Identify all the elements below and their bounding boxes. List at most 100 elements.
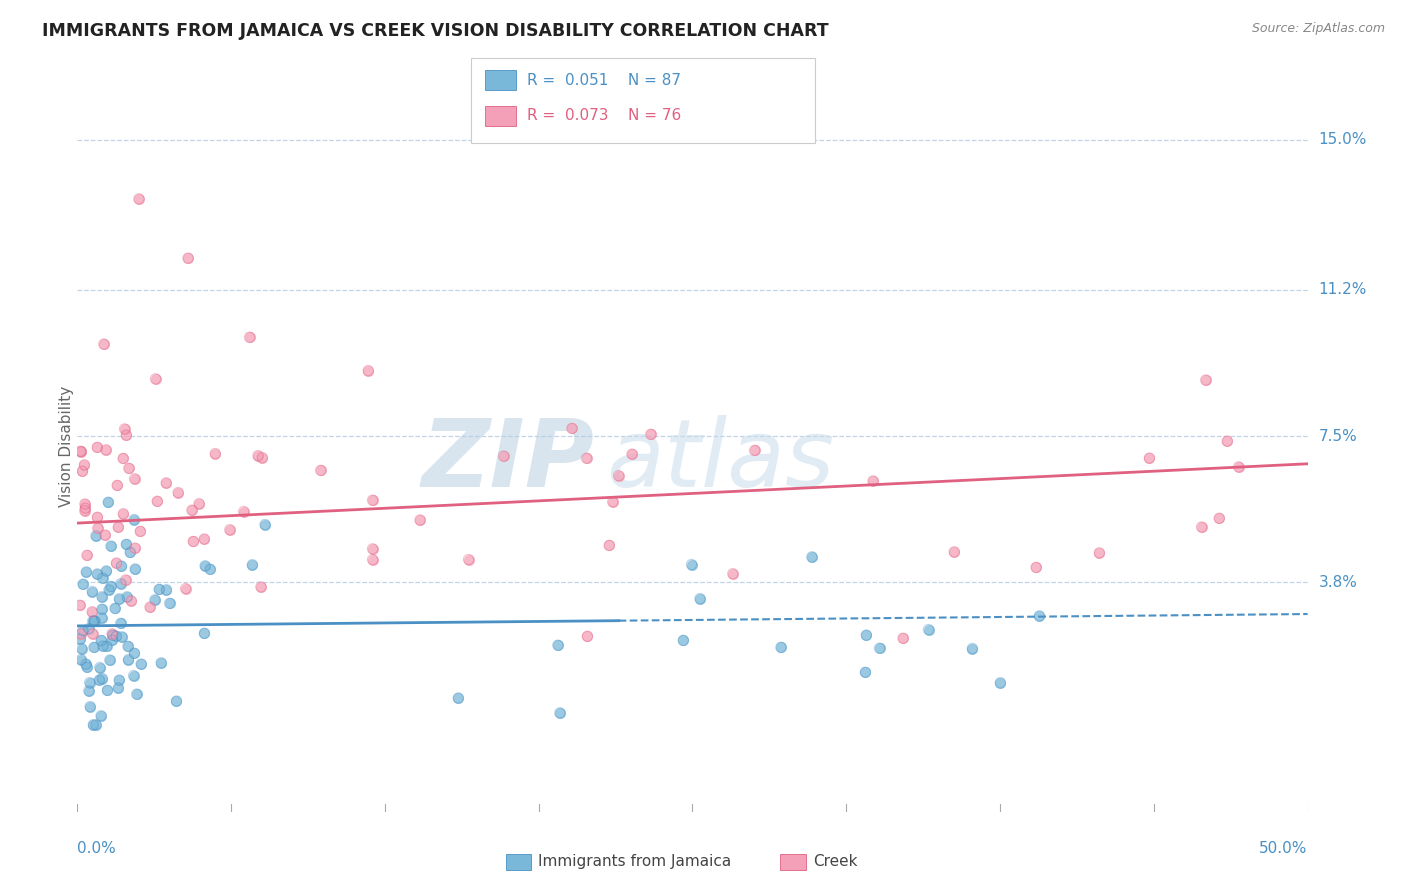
Point	[105, 629, 128, 643]
Point	[97, 495, 120, 509]
Point	[129, 657, 152, 671]
Point	[547, 638, 569, 652]
Point	[100, 539, 122, 553]
Point	[76, 549, 98, 563]
Point	[252, 450, 274, 465]
Point	[70, 652, 93, 666]
Point	[240, 558, 263, 572]
Point	[621, 447, 644, 461]
Text: R =  0.073    N = 76: R = 0.073 N = 76	[527, 109, 682, 123]
Point	[91, 639, 114, 653]
Point	[75, 501, 97, 516]
Text: atlas: atlas	[606, 415, 835, 506]
Point	[1088, 546, 1111, 560]
Point	[90, 611, 112, 625]
Point	[75, 657, 97, 672]
Point	[77, 684, 100, 698]
Point	[598, 538, 620, 552]
Point	[607, 468, 630, 483]
Point	[69, 599, 91, 613]
Point	[82, 717, 104, 731]
Point	[598, 538, 620, 552]
Text: IMMIGRANTS FROM JAMAICA VS CREEK VISION DISABILITY CORRELATION CHART: IMMIGRANTS FROM JAMAICA VS CREEK VISION …	[42, 22, 828, 40]
Point	[672, 633, 695, 648]
Point	[90, 602, 112, 616]
Point	[1195, 373, 1218, 387]
Point	[457, 552, 479, 566]
Point	[101, 627, 124, 641]
Point	[146, 494, 169, 508]
Text: 0.0%: 0.0%	[77, 841, 117, 856]
Point	[174, 582, 197, 596]
Point	[96, 564, 118, 578]
Point	[1216, 434, 1239, 449]
Point	[1227, 459, 1250, 474]
Point	[869, 641, 891, 656]
Point	[70, 445, 93, 459]
Point	[75, 565, 97, 579]
Text: 3.8%: 3.8%	[1319, 575, 1358, 590]
Point	[90, 708, 112, 723]
Point	[97, 582, 120, 597]
Point	[96, 640, 118, 654]
Point	[602, 494, 624, 508]
Point	[87, 521, 110, 535]
Point	[72, 624, 94, 638]
Point	[721, 566, 744, 581]
Point	[561, 421, 583, 435]
Point	[155, 582, 177, 597]
Point	[250, 580, 273, 594]
Point	[891, 632, 914, 646]
Point	[194, 558, 217, 573]
Point	[561, 421, 583, 435]
Point	[361, 493, 384, 508]
Point	[94, 528, 117, 542]
Point	[188, 497, 211, 511]
Point	[124, 541, 146, 555]
Point	[253, 517, 276, 532]
Point	[83, 640, 105, 655]
Point	[218, 523, 240, 537]
Point	[1208, 511, 1230, 525]
Point	[101, 633, 124, 648]
Point	[94, 442, 117, 457]
Point	[96, 640, 118, 654]
Point	[112, 451, 135, 466]
Point	[90, 708, 112, 723]
Point	[112, 507, 135, 521]
Point	[75, 657, 97, 672]
Point	[82, 605, 104, 619]
Point	[891, 632, 914, 646]
Point	[115, 428, 138, 442]
Point	[86, 510, 108, 524]
Point	[357, 363, 380, 377]
Point	[681, 558, 703, 572]
Point	[83, 615, 105, 629]
Point	[90, 611, 112, 625]
Text: R =  0.051    N = 87: R = 0.051 N = 87	[527, 73, 682, 87]
Point	[76, 660, 98, 674]
Point	[120, 545, 142, 559]
Point	[70, 641, 93, 656]
Point	[114, 422, 136, 436]
Point	[75, 501, 97, 516]
Point	[117, 652, 139, 666]
Point	[101, 628, 124, 642]
Point	[239, 330, 262, 344]
Point	[409, 513, 432, 527]
Point	[84, 529, 107, 543]
Point	[117, 640, 139, 654]
Point	[82, 627, 104, 641]
Point	[128, 192, 150, 206]
Point	[1191, 520, 1213, 534]
Point	[180, 503, 202, 517]
Point	[800, 549, 823, 564]
Point	[943, 545, 966, 559]
Point	[166, 694, 188, 708]
Point	[232, 504, 254, 518]
Point	[166, 694, 188, 708]
Point	[115, 428, 138, 442]
Point	[193, 532, 215, 546]
Point	[107, 520, 129, 534]
Point	[82, 605, 104, 619]
